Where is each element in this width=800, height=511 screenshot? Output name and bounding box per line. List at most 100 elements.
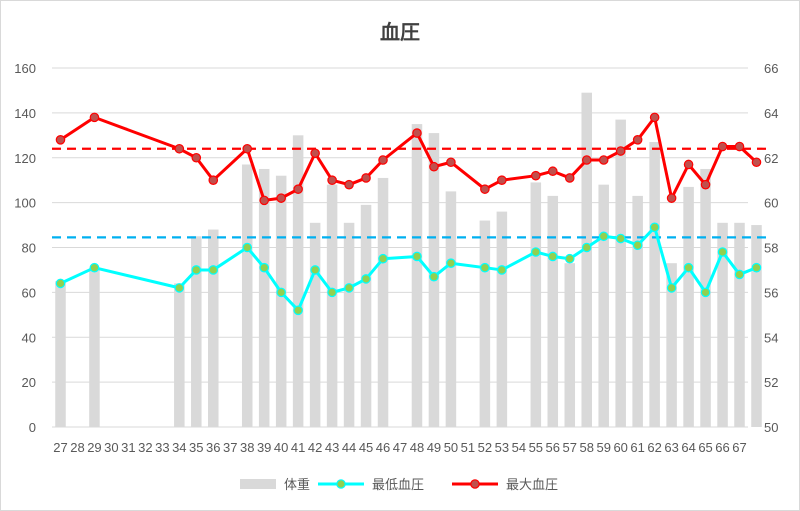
legend: 体重 最低血圧 最大血圧 (240, 477, 558, 493)
bp-lines (55, 112, 762, 316)
x-tick-label: 45 (359, 440, 373, 455)
max-bp-point (649, 112, 660, 123)
max-bp-point (293, 184, 303, 194)
min-bp-point (581, 242, 592, 253)
y-right-tick-label: 64 (764, 106, 778, 121)
x-tick-label: 40 (274, 440, 288, 455)
max-bp-point (310, 148, 320, 159)
max-bp-point (361, 173, 371, 183)
min-bp-point (649, 222, 660, 233)
weight-bar (360, 204, 372, 427)
y-right-tick-label: 58 (764, 241, 778, 256)
max-bp-point (598, 155, 609, 165)
max-bp-point (446, 157, 456, 168)
min-bp-point (564, 253, 575, 264)
max-bp-point (632, 135, 643, 145)
weight-bar (241, 164, 253, 427)
legend-label: 体重 (284, 477, 310, 493)
min-bp-point (344, 283, 354, 293)
x-tick-label: 38 (240, 440, 254, 455)
x-tick-label: 29 (87, 440, 101, 455)
x-tick-label: 31 (121, 440, 135, 455)
max-bp-point (717, 141, 728, 152)
min-bp-point (55, 278, 66, 289)
weight-bar (632, 195, 643, 427)
x-tick-label: 51 (461, 440, 475, 455)
max-bp-point (480, 184, 490, 194)
weight-bar (751, 225, 762, 427)
weight-bar (530, 182, 542, 427)
weight-bar (598, 184, 609, 427)
min-bp-point (293, 305, 303, 316)
x-tick-label: 44 (342, 440, 356, 455)
x-tick-label: 60 (613, 440, 627, 455)
x-tick-label: 65 (698, 440, 712, 455)
y-left-tick-label: 160 (14, 61, 36, 76)
min-bp-point (89, 262, 100, 273)
x-tick-label: 47 (393, 440, 407, 455)
max-bp-point (344, 179, 354, 190)
weight-bar (292, 135, 304, 427)
x-tick-label: 30 (104, 440, 118, 455)
weight-bar (89, 267, 100, 427)
y-right-tick-label: 62 (764, 151, 778, 166)
max-bp-point (327, 175, 337, 185)
max-bp-point (531, 170, 541, 181)
weight-bar (666, 263, 677, 427)
x-tick-label: 42 (308, 440, 322, 455)
min-bp-point (412, 251, 422, 262)
weight-bar (309, 222, 321, 427)
y-left-tick-label: 20 (22, 375, 36, 390)
legend-swatch-max-bp-marker (470, 479, 480, 489)
min-bp-point (208, 265, 219, 275)
weight-bar (496, 211, 508, 427)
max-bp-point (564, 173, 575, 183)
weight-bar (258, 168, 270, 427)
legend-swatch-min-bp-marker (336, 479, 346, 489)
max-bp-point (751, 157, 762, 168)
weight-bar (326, 184, 338, 427)
x-tick-label: 50 (444, 440, 458, 455)
weight-bar (683, 186, 694, 427)
max-bp-point (208, 175, 219, 185)
x-tick-label: 57 (563, 440, 577, 455)
max-bp-point (700, 179, 711, 190)
weight-bar (717, 222, 728, 427)
weight-bar (734, 222, 745, 427)
min-bp-point (242, 242, 253, 253)
max-bp-point (259, 195, 269, 206)
weight-bar (700, 168, 711, 427)
x-tick-label: 33 (155, 440, 169, 455)
weight-bar (191, 236, 202, 427)
max-bp-point (89, 112, 100, 123)
x-tick-label: 46 (376, 440, 390, 455)
weight-bar (564, 263, 576, 427)
min-bp-point (276, 287, 286, 298)
weight-bar (615, 119, 626, 427)
y-right-tick-label: 60 (764, 196, 778, 211)
max-bp-point (581, 155, 592, 165)
x-tick-label: 37 (223, 440, 237, 455)
y-right-tick-label: 52 (764, 375, 778, 390)
x-tick-label: 43 (325, 440, 339, 455)
y-left-tick-label: 120 (14, 151, 36, 166)
max-bp-point (497, 175, 507, 185)
legend-label: 最大血圧 (506, 478, 558, 493)
min-bp-point (174, 283, 185, 293)
max-bp-point (547, 166, 558, 177)
weight-bar (411, 124, 423, 427)
legend-swatch-weight (240, 479, 276, 489)
max-bp-point (683, 159, 694, 170)
min-bp-point (191, 265, 202, 275)
max-bp-point (734, 141, 745, 152)
x-tick-label: 54 (512, 440, 526, 455)
x-tick-label: 48 (410, 440, 424, 455)
x-tick-label: 27 (53, 440, 67, 455)
weight-bar (343, 222, 355, 427)
chart-title: 血圧 (380, 20, 420, 44)
x-tick-label: 52 (478, 440, 492, 455)
min-bp-point (666, 283, 677, 293)
min-bp-point (480, 262, 490, 273)
min-bp-point (259, 262, 269, 273)
